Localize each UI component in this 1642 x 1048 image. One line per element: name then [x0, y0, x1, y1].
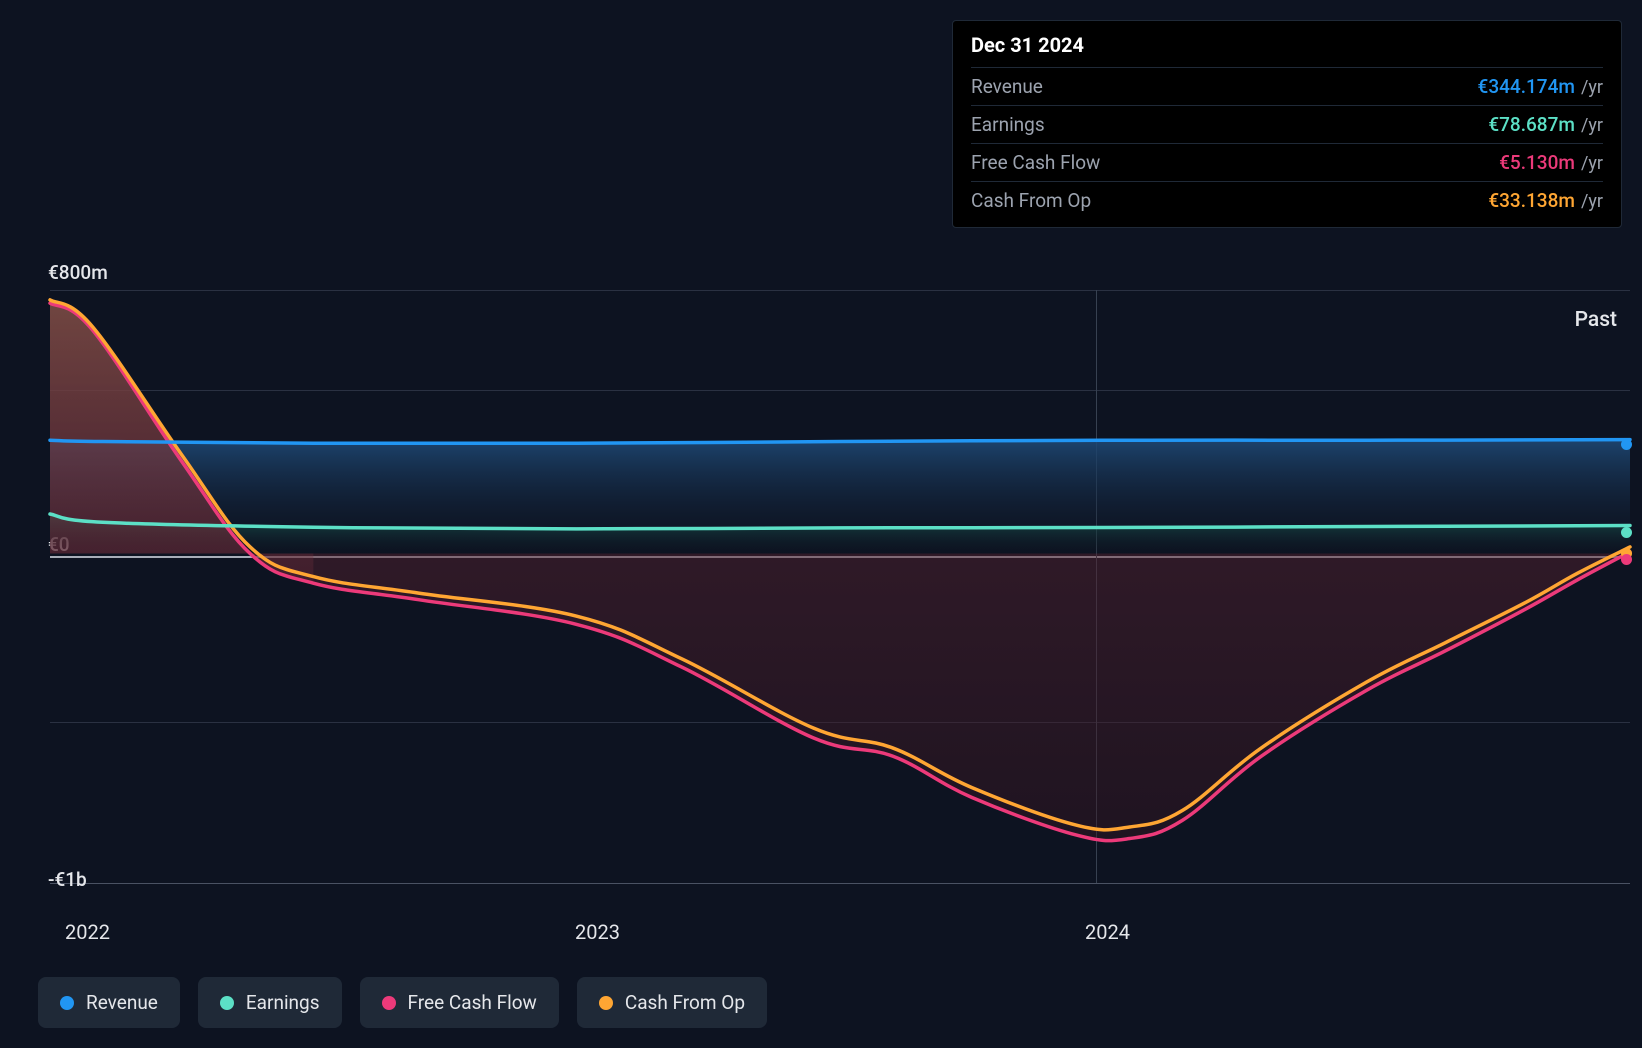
tooltip-metric-label: Earnings: [971, 113, 1045, 136]
tooltip-row: Cash From Op €33.138m /yr: [971, 181, 1603, 219]
x-tick-label: 2022: [65, 920, 110, 944]
series-end-dot-fcf: [1621, 554, 1632, 565]
hover-tooltip: Dec 31 2024 Revenue €344.174m /yr Earnin…: [952, 20, 1622, 228]
legend-item[interactable]: Free Cash Flow: [360, 977, 559, 1028]
y-tick-label: €800m: [48, 261, 108, 284]
legend-item[interactable]: Earnings: [198, 977, 342, 1028]
legend-label: Cash From Op: [625, 991, 745, 1014]
legend-item[interactable]: Cash From Op: [577, 977, 767, 1028]
series-end-dot-earnings: [1621, 527, 1632, 538]
chart-svg[interactable]: [50, 290, 1630, 883]
tooltip-metric-label: Revenue: [971, 75, 1043, 98]
legend-label: Free Cash Flow: [408, 991, 537, 1014]
legend-dot-icon: [60, 996, 74, 1010]
x-axis-line: [50, 883, 1630, 884]
tooltip-metric-value: €78.687m /yr: [1488, 113, 1603, 136]
tooltip-metric-value: €33.138m /yr: [1488, 189, 1603, 212]
series-end-dot-revenue: [1621, 439, 1632, 450]
x-tick-label: 2023: [575, 920, 620, 944]
legend-dot-icon: [382, 996, 396, 1010]
tooltip-metric-label: Free Cash Flow: [971, 151, 1100, 174]
tooltip-metric-label: Cash From Op: [971, 189, 1091, 212]
tooltip-metric-value: €5.130m /yr: [1499, 151, 1603, 174]
legend-dot-icon: [220, 996, 234, 1010]
legend: Revenue Earnings Free Cash Flow Cash Fro…: [38, 977, 767, 1028]
tooltip-date: Dec 31 2024: [971, 33, 1603, 57]
legend-dot-icon: [599, 996, 613, 1010]
legend-label: Earnings: [246, 991, 320, 1014]
financial-chart: €800m €0 -€1b 2022 2023 2024 Past: [0, 0, 1642, 1048]
tooltip-row: Revenue €344.174m /yr: [971, 67, 1603, 105]
x-tick-label: 2024: [1085, 920, 1130, 944]
tooltip-row: Free Cash Flow €5.130m /yr: [971, 143, 1603, 181]
tooltip-metric-value: €344.174m /yr: [1478, 75, 1603, 98]
legend-item[interactable]: Revenue: [38, 977, 180, 1028]
tooltip-row: Earnings €78.687m /yr: [971, 105, 1603, 143]
legend-label: Revenue: [86, 991, 158, 1014]
